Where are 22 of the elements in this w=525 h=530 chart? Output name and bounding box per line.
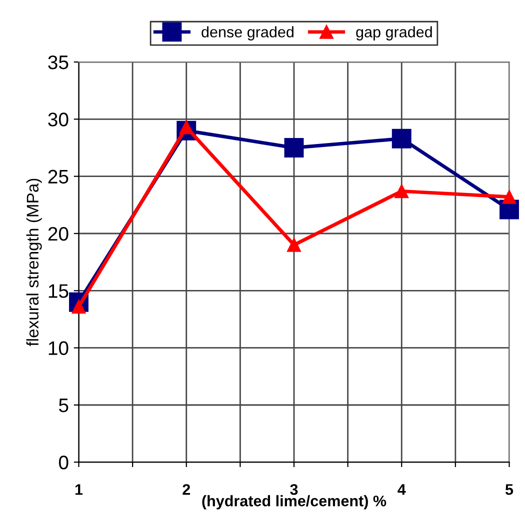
point (502, 190, 516, 204)
y-tick-label: 5 (58, 398, 68, 412)
legend-label: dense graded (202, 26, 294, 40)
y-tick-label: 35 (48, 55, 68, 70)
legend-label: gap graded (356, 26, 432, 40)
y-tick-label: 15 (48, 284, 68, 298)
point (392, 128, 412, 148)
x-tick-label: 5 (505, 484, 514, 495)
x-axis-title: (hydrated lime/cement) % (202, 495, 386, 510)
y-tick-label: 10 (48, 341, 68, 356)
x-tick-label: 2 (182, 484, 190, 495)
y-tick-label: 0 (58, 456, 68, 470)
y-tick-label: 25 (48, 170, 68, 184)
y-tick-label: 20 (48, 226, 68, 241)
point (284, 138, 304, 158)
x-tick-label: 4 (398, 484, 406, 495)
y-axis-title: flexural strength (MPa) (26, 178, 42, 346)
point (287, 238, 301, 252)
y-tick-label: 30 (48, 112, 68, 126)
x-tick-label: 3 (290, 484, 298, 495)
x-tick-label: 1 (75, 484, 83, 495)
point (394, 184, 409, 198)
